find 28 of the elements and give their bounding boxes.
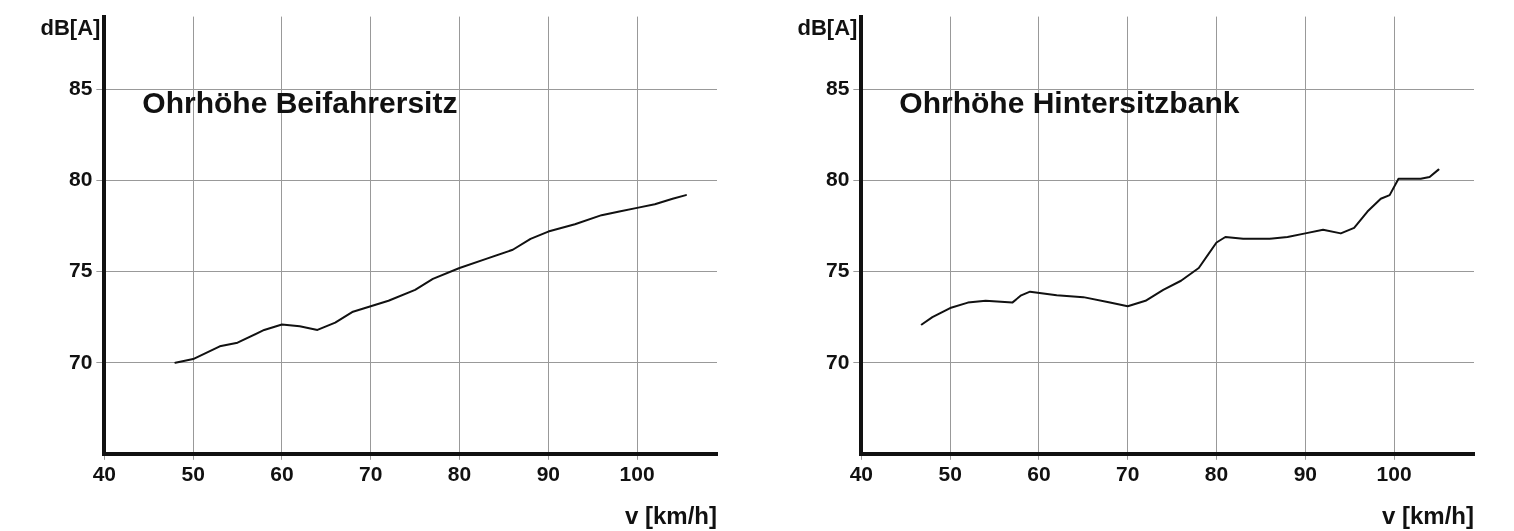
x-axis-title: v [km/h] xyxy=(1381,501,1474,529)
y-axis-title: dB[A] xyxy=(797,14,858,40)
x-tick-label: 60 xyxy=(270,462,294,486)
x-tick-label: 80 xyxy=(447,462,472,486)
x-tick-label: 70 xyxy=(359,462,383,486)
text: Ohrhöhe Hintersitzbank xyxy=(899,86,1240,120)
text: Ohrhöhe Beifahrersitz xyxy=(142,86,458,120)
y-tick-label: 85 xyxy=(826,76,850,100)
x-tick-label: 90 xyxy=(536,462,560,486)
y-axis-title: dB[A] xyxy=(40,14,101,40)
x-tick-label: 50 xyxy=(181,462,205,486)
x-tick-label: 40 xyxy=(92,462,117,486)
x-tick-label: 100 xyxy=(619,462,655,486)
x-tick-label: 60 xyxy=(1027,462,1051,486)
y-tick-label: 70 xyxy=(69,349,93,373)
y-tick-label: 75 xyxy=(69,258,93,282)
y-tick-label: 70 xyxy=(826,349,850,373)
y-tick-label: 85 xyxy=(69,76,93,100)
x-tick-label: 40 xyxy=(849,462,874,486)
y-tick-label: 80 xyxy=(69,167,93,191)
x-tick-label: 90 xyxy=(1293,462,1317,486)
x-tick-label: 100 xyxy=(1376,462,1412,486)
x-axis-title: v [km/h] xyxy=(624,501,717,529)
x-tick-label: 70 xyxy=(1116,462,1140,486)
x-tick-label: 50 xyxy=(938,462,962,486)
y-tick-label: 75 xyxy=(826,258,850,282)
x-tick-label: 80 xyxy=(1204,462,1229,486)
y-tick-label: 80 xyxy=(826,167,850,191)
